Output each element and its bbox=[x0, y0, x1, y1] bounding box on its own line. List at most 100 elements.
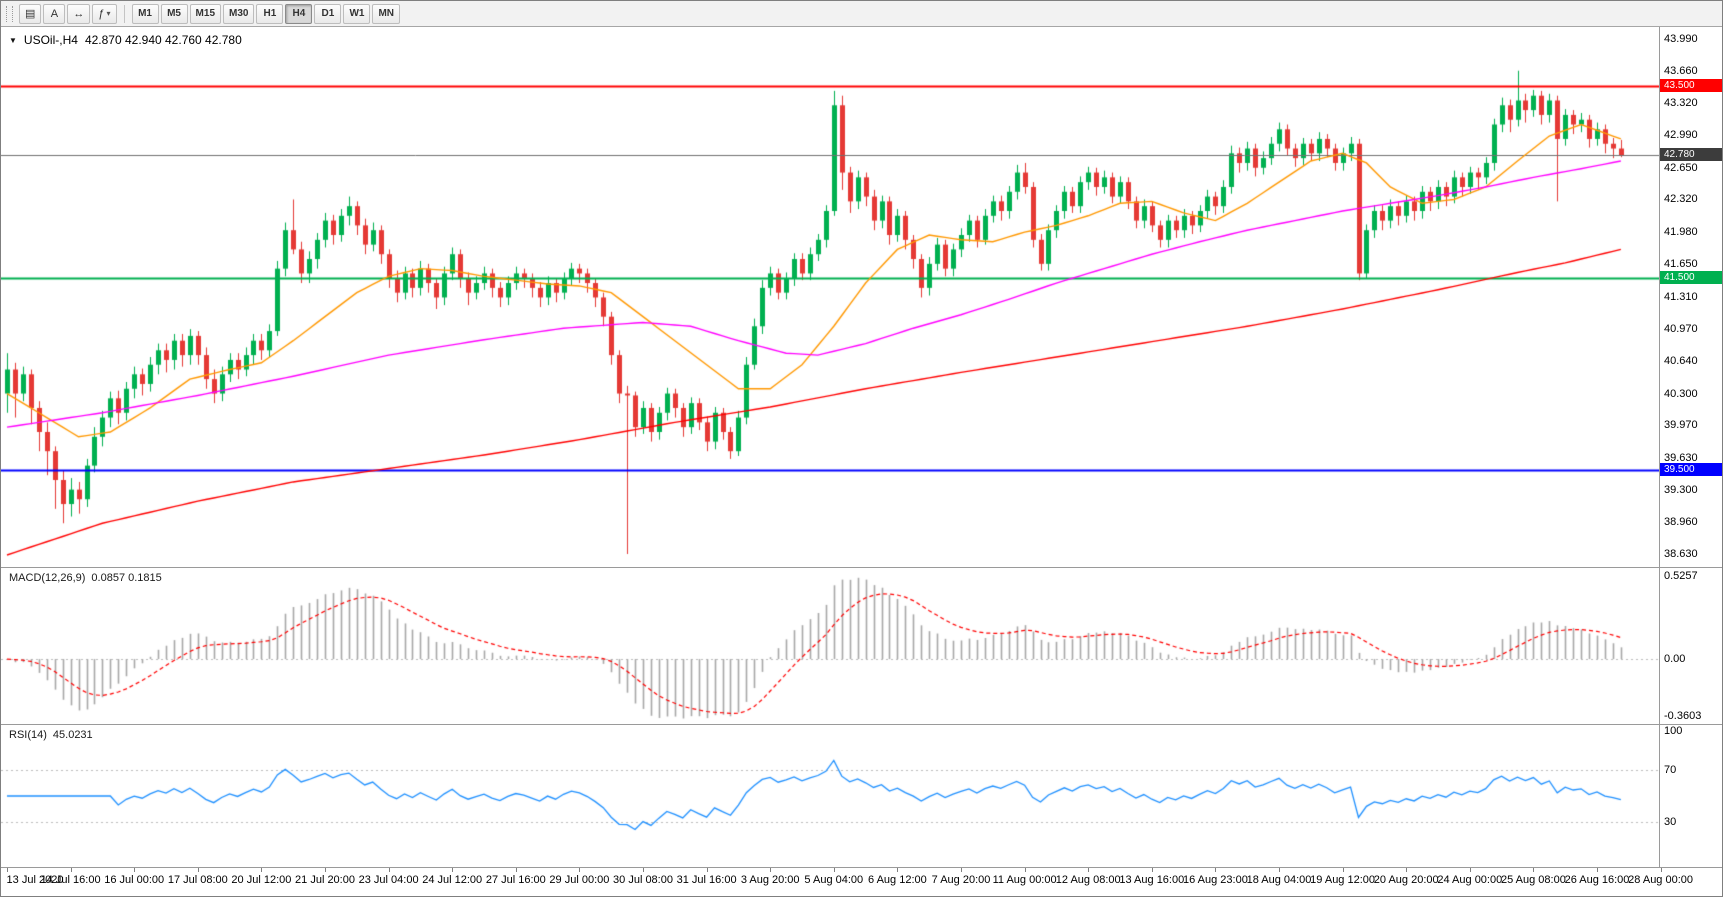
time-axis-label: 11 Aug 00:00 bbox=[992, 874, 1057, 886]
time-axis-label: 17 Jul 08:00 bbox=[167, 874, 228, 886]
timeframe-h4-button[interactable]: H4 bbox=[285, 3, 313, 24]
price-axis-label: 38.630 bbox=[1664, 548, 1698, 560]
timeframe-d1-button[interactable]: D1 bbox=[314, 3, 342, 24]
time-axis-tick bbox=[1279, 868, 1280, 872]
toolbar-button-text-label-icon[interactable]: A bbox=[43, 3, 66, 24]
price-axis-label: 42.650 bbox=[1664, 162, 1698, 174]
time-axis-label: 24 Aug 00:00 bbox=[1437, 874, 1503, 886]
time-axis-label: 16 Aug 23:00 bbox=[1182, 874, 1248, 886]
time-axis-label: 16 Jul 00:00 bbox=[104, 874, 165, 886]
time-axis-tick bbox=[961, 868, 962, 872]
timeframe-m1-button[interactable]: M1 bbox=[131, 3, 159, 24]
time-axis-separator bbox=[1, 867, 1722, 868]
rsi-axis-label: 30 bbox=[1664, 816, 1677, 828]
toolbar-grip[interactable] bbox=[6, 5, 13, 22]
macd-axis-label: 0.00 bbox=[1664, 653, 1686, 665]
rsi-panel-label: RSI(14) 45.0231 bbox=[9, 729, 93, 741]
time-axis-label: 19 Aug 12:00 bbox=[1310, 874, 1376, 886]
time-axis-tick bbox=[516, 868, 517, 872]
time-axis-label: 21 Jul 20:00 bbox=[295, 874, 355, 886]
macd-indicator-chart[interactable] bbox=[1, 568, 1659, 724]
price-axis-label: 43.660 bbox=[1664, 65, 1698, 77]
toolbar-button-chart-shift-icon[interactable]: ↔ bbox=[67, 3, 91, 24]
price-axis-label: 43.320 bbox=[1664, 97, 1698, 109]
time-axis-tick bbox=[897, 868, 898, 872]
time-axis-label: 28 Aug 00:00 bbox=[1628, 874, 1694, 886]
chart-title: ▼ USOil-,H4 42.870 42.940 42.760 42.780 bbox=[9, 33, 242, 47]
rsi-indicator-chart[interactable] bbox=[1, 725, 1659, 867]
time-axis-label: 5 Aug 04:00 bbox=[804, 874, 864, 886]
symbol-menu-triangle-icon[interactable]: ▼ bbox=[9, 35, 17, 45]
time-axis-tick bbox=[834, 868, 835, 872]
time-axis-label: 27 Jul 16:00 bbox=[485, 874, 546, 886]
toolbar-button-indicators-icon[interactable]: ƒ ▾ bbox=[92, 3, 117, 24]
time-axis-label: 29 Jul 00:00 bbox=[549, 874, 610, 886]
price-level-tag: 42.780 bbox=[1660, 148, 1722, 161]
time-axis-tick bbox=[261, 868, 262, 872]
time-axis-tick bbox=[1088, 868, 1089, 872]
price-axis-label: 40.640 bbox=[1664, 355, 1698, 367]
price-axis-label: 41.980 bbox=[1664, 226, 1698, 238]
time-axis-tick bbox=[198, 868, 199, 872]
time-axis-label: 12 Aug 08:00 bbox=[1055, 874, 1121, 886]
timeframe-h1-button[interactable]: H1 bbox=[256, 3, 284, 24]
chart-grid-icon: ▤ bbox=[25, 8, 36, 20]
time-axis-tick bbox=[71, 868, 72, 872]
time-axis-label: 13 Jul 2020 bbox=[6, 874, 64, 886]
timeframe-mn-button[interactable]: MN bbox=[372, 3, 401, 24]
time-axis-label: 30 Jul 08:00 bbox=[613, 874, 673, 886]
time-axis-label: 26 Aug 16:00 bbox=[1564, 874, 1630, 886]
time-axis-tick bbox=[643, 868, 644, 872]
chart-ohlc-values: 42.870 42.940 42.760 42.780 bbox=[84, 33, 242, 47]
timeframe-m15-button[interactable]: M15 bbox=[189, 3, 221, 24]
macd-axis-label: -0.3603 bbox=[1664, 710, 1702, 722]
rsi-value: 45.0231 bbox=[52, 729, 93, 741]
time-axis-label: 13 Aug 16:00 bbox=[1119, 874, 1185, 886]
panel-separator-main-macd[interactable] bbox=[1, 567, 1722, 568]
time-axis-tick bbox=[770, 868, 771, 872]
time-axis-tick bbox=[1343, 868, 1344, 872]
price-axis-label: 38.960 bbox=[1664, 516, 1698, 528]
price-axis-label: 40.970 bbox=[1664, 323, 1698, 335]
panel-separator-macd-rsi[interactable] bbox=[1, 724, 1722, 725]
price-axis-label: 39.630 bbox=[1664, 452, 1698, 464]
timeframe-m5-button[interactable]: M5 bbox=[160, 3, 188, 24]
chart-symbol-period: USOil-,H4 bbox=[23, 33, 78, 47]
price-axis-label: 39.300 bbox=[1664, 484, 1698, 496]
price-axis-label: 43.990 bbox=[1664, 33, 1698, 45]
price-level-tag: 43.500 bbox=[1660, 79, 1722, 92]
toolbar: ▤ A ↔ ƒ ▾ M1 M5 M15 M30 H1 H4 D1 W1 MN bbox=[1, 1, 1722, 27]
time-axis-tick bbox=[389, 868, 390, 872]
price-level-tag: 41.500 bbox=[1660, 271, 1722, 284]
timeframe-w1-button[interactable]: W1 bbox=[343, 3, 371, 24]
time-axis-tick bbox=[134, 868, 135, 872]
rsi-title: RSI(14) bbox=[9, 729, 47, 741]
main-price-chart[interactable] bbox=[1, 27, 1659, 567]
rsi-axis-label: 70 bbox=[1664, 764, 1677, 776]
time-axis-label: 18 Aug 04:00 bbox=[1246, 874, 1312, 886]
time-axis-tick bbox=[452, 868, 453, 872]
time-axis-label: 20 Jul 12:00 bbox=[231, 874, 292, 886]
time-axis-tick bbox=[1215, 868, 1216, 872]
price-axis-label: 39.970 bbox=[1664, 419, 1698, 431]
price-axis-label: 42.320 bbox=[1664, 193, 1698, 205]
macd-values: 0.0857 0.1815 bbox=[91, 572, 162, 584]
toolbar-button-chart-grid-icon[interactable]: ▤ bbox=[19, 3, 42, 24]
toolbar-separator bbox=[123, 4, 125, 23]
time-axis-label: 25 Aug 08:00 bbox=[1500, 874, 1566, 886]
macd-axis-label: 0.5257 bbox=[1664, 570, 1698, 582]
time-axis-label: 23 Jul 04:00 bbox=[358, 874, 419, 886]
time-axis-tick bbox=[1406, 868, 1407, 872]
timeframe-m30-button[interactable]: M30 bbox=[223, 3, 255, 24]
time-axis-tick bbox=[1661, 868, 1662, 872]
time-axis-tick bbox=[325, 868, 326, 872]
time-axis-tick bbox=[1597, 868, 1598, 872]
time-axis-tick bbox=[1152, 868, 1153, 872]
price-axis-label: 42.990 bbox=[1664, 129, 1698, 141]
macd-panel-label: MACD(12,26,9) 0.0857 0.1815 bbox=[9, 572, 162, 584]
time-axis-label: 24 Jul 12:00 bbox=[422, 874, 483, 886]
time-axis-tick bbox=[707, 868, 708, 872]
time-axis-label: 20 Aug 20:00 bbox=[1373, 874, 1439, 886]
time-axis-tick bbox=[1025, 868, 1026, 872]
